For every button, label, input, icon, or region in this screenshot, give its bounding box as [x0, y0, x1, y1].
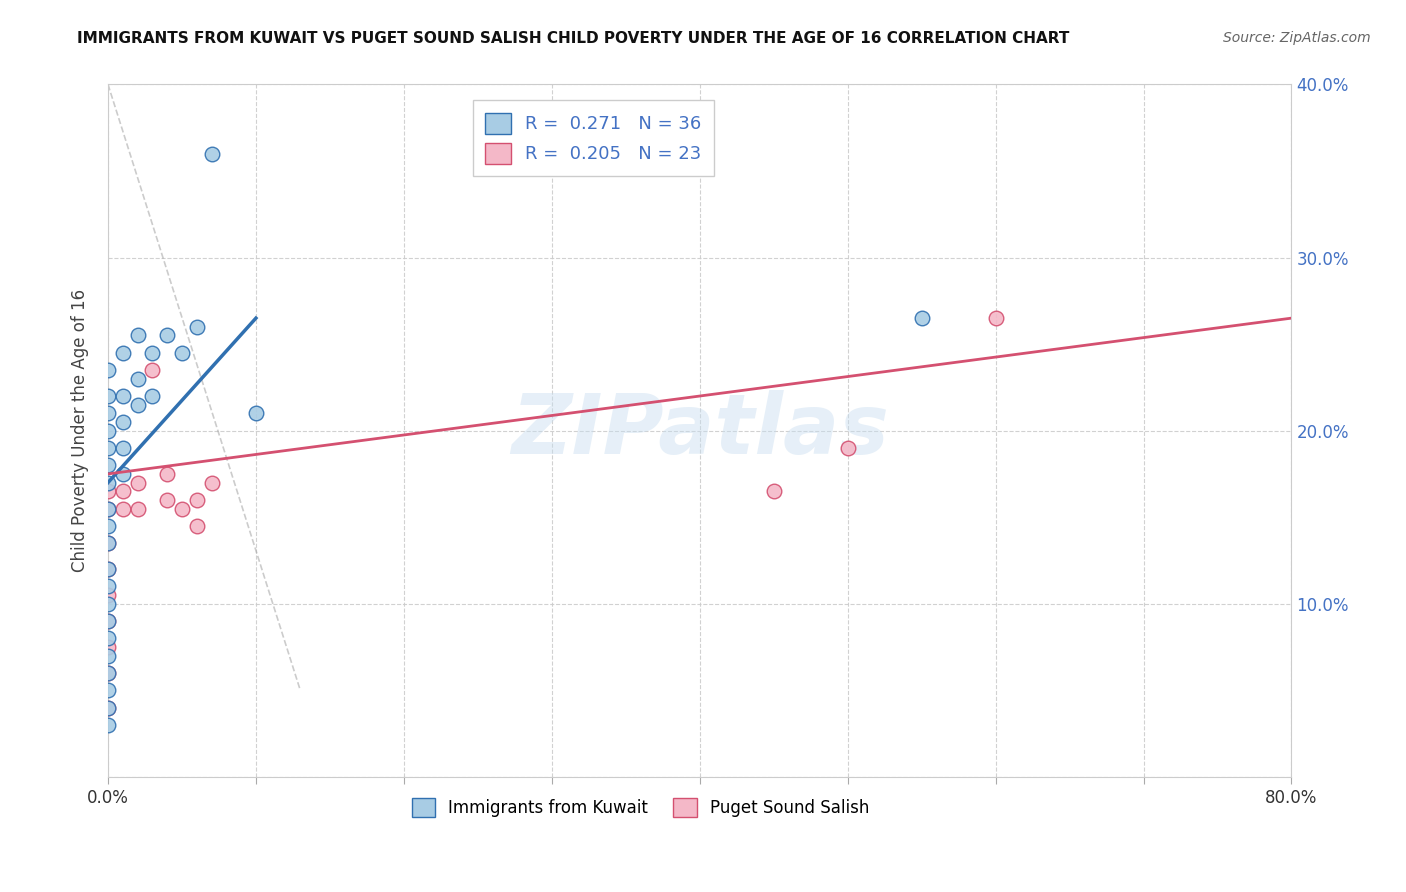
- Point: [97, 640, 120, 654]
- Point: [97, 683, 120, 698]
- Y-axis label: Child Poverty Under the Age of 16: Child Poverty Under the Age of 16: [72, 289, 89, 572]
- Point: [984, 311, 1007, 326]
- Point: [245, 406, 267, 420]
- Point: [186, 519, 208, 533]
- Point: [127, 372, 149, 386]
- Point: [170, 501, 193, 516]
- Point: [170, 345, 193, 359]
- Point: [97, 665, 120, 680]
- Point: [156, 328, 179, 343]
- Point: [97, 363, 120, 377]
- Point: [127, 398, 149, 412]
- Point: [97, 441, 120, 455]
- Point: [127, 475, 149, 490]
- Point: [141, 345, 163, 359]
- Point: [97, 519, 120, 533]
- Point: [111, 501, 134, 516]
- Point: [97, 536, 120, 550]
- Legend: Immigrants from Kuwait, Puget Sound Salish: Immigrants from Kuwait, Puget Sound Sali…: [405, 791, 876, 824]
- Point: [97, 484, 120, 499]
- Point: [97, 597, 120, 611]
- Point: [97, 614, 120, 628]
- Point: [762, 484, 785, 499]
- Point: [97, 700, 120, 714]
- Point: [156, 467, 179, 481]
- Point: [97, 562, 120, 576]
- Point: [97, 406, 120, 420]
- Point: [97, 588, 120, 602]
- Point: [111, 441, 134, 455]
- Point: [141, 363, 163, 377]
- Point: [97, 501, 120, 516]
- Point: [111, 345, 134, 359]
- Point: [111, 467, 134, 481]
- Point: [97, 614, 120, 628]
- Point: [111, 484, 134, 499]
- Point: [97, 536, 120, 550]
- Point: [127, 328, 149, 343]
- Point: [97, 562, 120, 576]
- Point: [837, 441, 859, 455]
- Point: [97, 648, 120, 663]
- Point: [200, 146, 222, 161]
- Point: [186, 319, 208, 334]
- Point: [97, 718, 120, 732]
- Point: [97, 458, 120, 473]
- Point: [97, 579, 120, 593]
- Point: [127, 501, 149, 516]
- Point: [141, 389, 163, 403]
- Point: [97, 501, 120, 516]
- Point: [97, 389, 120, 403]
- Point: [97, 700, 120, 714]
- Point: [97, 424, 120, 438]
- Text: Source: ZipAtlas.com: Source: ZipAtlas.com: [1223, 31, 1371, 45]
- Text: IMMIGRANTS FROM KUWAIT VS PUGET SOUND SALISH CHILD POVERTY UNDER THE AGE OF 16 C: IMMIGRANTS FROM KUWAIT VS PUGET SOUND SA…: [77, 31, 1070, 46]
- Text: ZIPatlas: ZIPatlas: [510, 390, 889, 471]
- Point: [97, 475, 120, 490]
- Point: [156, 492, 179, 507]
- Point: [111, 415, 134, 429]
- Point: [200, 475, 222, 490]
- Point: [97, 632, 120, 646]
- Point: [910, 311, 932, 326]
- Point: [97, 665, 120, 680]
- Point: [111, 389, 134, 403]
- Point: [186, 492, 208, 507]
